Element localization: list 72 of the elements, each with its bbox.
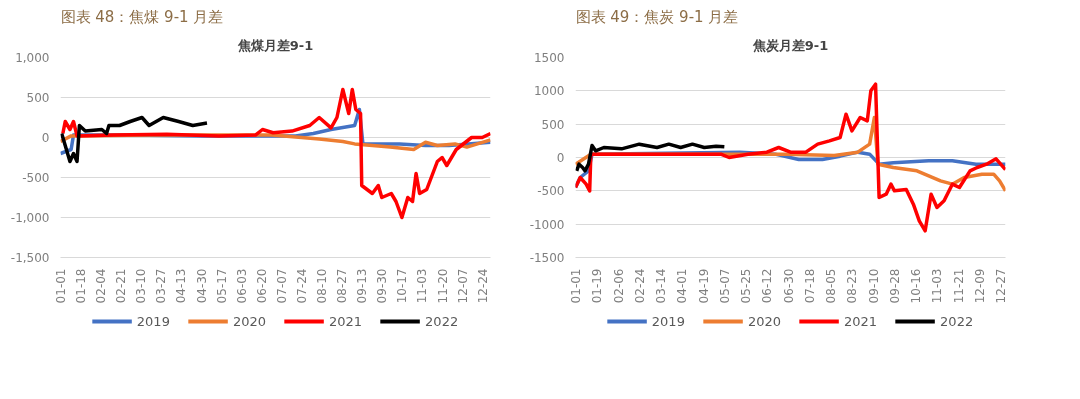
y-tick-label: 500 xyxy=(26,91,50,105)
x-tick-label: 05-07 xyxy=(717,268,732,304)
line-series xyxy=(60,115,209,164)
y-tick-label: -500 xyxy=(537,184,565,199)
x-tick-label: 09-30 xyxy=(375,268,390,304)
legend-label: 2021 xyxy=(329,313,363,329)
x-tick-label: 12-09 xyxy=(973,268,988,304)
x-tick-label: 06-03 xyxy=(234,268,249,304)
x-tick-label: 05-25 xyxy=(739,268,754,304)
x-tick-label: 08-05 xyxy=(824,268,839,304)
x-tick-label: 04-30 xyxy=(194,268,209,304)
x-tick-label: 07-18 xyxy=(802,268,817,304)
legend-label: 2019 xyxy=(651,313,685,329)
line-series xyxy=(61,87,491,220)
legend-label: 2021 xyxy=(844,313,878,329)
y-tick-label: -1,000 xyxy=(10,211,50,225)
x-tick-label: 03-10 xyxy=(134,268,149,304)
y-tick-label: -1,500 xyxy=(10,251,50,265)
y-tick-label: 1000 xyxy=(533,84,565,99)
x-tick-label: 06-12 xyxy=(760,268,775,304)
x-tick-label: 04-19 xyxy=(696,268,711,304)
x-tick-label: 04-13 xyxy=(174,268,189,304)
x-tick-label: 02-24 xyxy=(632,268,647,304)
x-tick-label: 05-17 xyxy=(214,268,229,304)
x-tick-label: 12-24 xyxy=(475,268,490,304)
y-tick-label: 0 xyxy=(41,131,50,145)
x-tick-label: 07-07 xyxy=(274,268,289,304)
line-series xyxy=(575,82,1006,233)
x-tick-label: 02-06 xyxy=(611,268,626,304)
y-tick-label: 0 xyxy=(556,151,565,165)
x-tick-label: 11-03 xyxy=(415,268,430,304)
chart-subtitle: 焦煤月差9-1 xyxy=(236,37,314,53)
legend-label: 2022 xyxy=(425,313,459,329)
x-tick-label: 01-18 xyxy=(74,268,89,304)
x-tick-label: 01-01 xyxy=(54,268,68,304)
x-tick-label: 03-27 xyxy=(154,268,169,304)
y-tick-label: 1,000 xyxy=(15,51,50,65)
x-tick-label: 11-21 xyxy=(951,268,966,304)
x-tick-label: 04-01 xyxy=(675,268,690,304)
x-tick-label: 08-27 xyxy=(335,268,350,304)
line-series xyxy=(575,142,727,173)
x-tick-label: 01-01 xyxy=(569,268,583,304)
x-tick-label: 06-20 xyxy=(254,268,269,304)
x-tick-label: 10-16 xyxy=(909,268,924,304)
y-tick-label: -1500 xyxy=(529,251,565,265)
legend-label: 2022 xyxy=(940,313,974,329)
x-tick-label: 09-13 xyxy=(355,268,370,304)
y-tick-label: 1500 xyxy=(533,51,565,65)
legend-label: 2020 xyxy=(232,313,266,329)
x-tick-label: 03-14 xyxy=(654,268,669,304)
x-tick-label: 08-10 xyxy=(315,268,330,304)
x-tick-label: 09-28 xyxy=(887,268,902,304)
x-tick-label: 12-07 xyxy=(455,268,470,304)
x-tick-label: 08-23 xyxy=(845,268,860,304)
x-tick-label: 06-30 xyxy=(781,268,796,304)
chart-subtitle: 焦炭月差9-1 xyxy=(751,37,829,53)
x-tick-label: 11-03 xyxy=(930,268,945,304)
x-tick-label: 09-10 xyxy=(866,268,881,304)
y-tick-label: -500 xyxy=(22,171,50,185)
legend-label: 2020 xyxy=(747,313,781,329)
x-tick-label: 10-17 xyxy=(395,268,410,304)
x-tick-label: 12-27 xyxy=(994,268,1009,304)
legend-label: 2019 xyxy=(136,313,170,329)
chart-title: 图表 49：焦炭 9-1 月差 xyxy=(575,7,739,26)
x-tick-label: 02-21 xyxy=(114,268,129,304)
x-tick-label: 11-20 xyxy=(435,268,450,304)
x-tick-label: 02-04 xyxy=(94,268,109,304)
x-tick-label: 01-19 xyxy=(590,268,605,304)
y-tick-label: 500 xyxy=(541,117,565,132)
x-tick-label: 07-24 xyxy=(294,268,309,304)
y-tick-label: -1000 xyxy=(529,217,565,232)
chart-title: 图表 48：焦煤 9-1 月差 xyxy=(60,7,224,26)
